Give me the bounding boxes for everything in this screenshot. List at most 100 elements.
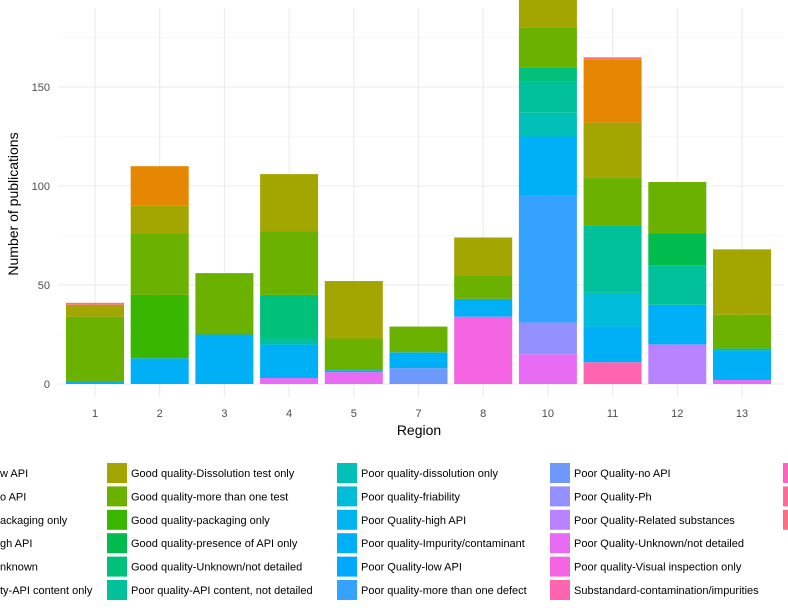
legend-item (783, 463, 788, 483)
legend-item: Poor quality-API content, not detailed (107, 580, 313, 600)
legend-key (107, 556, 127, 577)
bar-segment-substandard (583, 362, 642, 384)
legend-key (550, 533, 570, 554)
legend-label: Poor Quality-high API (361, 515, 466, 527)
bar-segment-moreThanOne (583, 178, 642, 226)
legend-item: Good quality-Unknown/not detailed (107, 556, 302, 577)
legend-label: w API (0, 468, 28, 480)
legend-label: Poor quality-API content, not detailed (131, 585, 313, 597)
legend-item: Poor Quality-low API (337, 556, 462, 577)
bar-segment-pqImpurity (518, 136, 577, 196)
bar-segment-unknownGood (518, 67, 577, 82)
bar-stack-region-7 (389, 326, 448, 384)
bar-stack-region-5 (324, 281, 383, 384)
legend-item (783, 486, 788, 507)
legend-key (783, 486, 788, 507)
legend-item: Substandard-contamination/impurities (550, 580, 759, 600)
legend-item: Good quality-more than one test (107, 486, 288, 507)
bar-segment-pqImpurity (454, 298, 513, 317)
bar-segment-pqUnknown (260, 378, 319, 384)
legend-label: o API (0, 491, 26, 503)
legend-key (337, 486, 357, 507)
legend-label: Poor Quality-low API (361, 562, 462, 574)
bar-segment-orange (130, 166, 189, 206)
bar-segment-pqNoApi (389, 368, 448, 384)
bar-stack-region-1 (66, 302, 124, 384)
bar-segment-dissolution (454, 237, 513, 276)
legend-label: ty-API content only (0, 585, 93, 597)
x-tick-label: 12 (671, 408, 683, 420)
bar-segment-dissolution (130, 205, 189, 234)
legend-label: nknown (0, 562, 38, 574)
bar-segment-dissolution (324, 281, 383, 339)
legend-key (337, 463, 357, 483)
bar-segment-pqImpurity (713, 350, 771, 381)
legend-key (783, 509, 788, 530)
legend-item: ty-API content only (0, 585, 93, 597)
x-tick-label: 7 (415, 408, 421, 420)
bar-segment-pqDissolution (518, 112, 577, 137)
bar-stack-region-8 (454, 237, 513, 384)
legend-label: ackaging only (0, 515, 68, 527)
legend-label: Poor quality-friability (361, 491, 461, 503)
legend-label: Poor quality-dissolution only (361, 468, 498, 480)
bar-segment-pqImpurity (66, 382, 124, 384)
bar-segment-dissolution (713, 249, 771, 315)
bar-segment-moreThanOne (260, 231, 319, 295)
x-axis-title: Region (397, 422, 441, 438)
bar-segment-dissolution (583, 122, 642, 179)
bar-segment-pqImpurity (583, 326, 642, 363)
legend-item: Poor Quality-Ph (550, 486, 652, 507)
bar-segment-moreThanOne (195, 273, 254, 335)
legend-label: Good quality-Unknown/not detailed (131, 562, 302, 574)
bar-stack-region-2 (130, 166, 189, 384)
bar-stack-region-11 (583, 57, 642, 384)
legend-label: Substandard-contamination/impurities (574, 585, 759, 597)
bar-segment-moreThanOne (454, 275, 513, 299)
bar-segment-pqUnknown (518, 354, 577, 384)
bar-segment-moreThanOne (648, 182, 707, 234)
x-tick-label: 1 (92, 408, 98, 420)
bar-segment-pqImpurity (324, 370, 383, 373)
x-tick-label: 2 (157, 408, 163, 420)
legend-key (337, 580, 357, 600)
bar-segment-red (66, 302, 124, 305)
legend-item: Poor Quality-Related substances (550, 509, 735, 530)
legend-key (337, 533, 357, 554)
legend-item: Poor Quality-high API (337, 509, 466, 530)
x-tick-label: 3 (221, 408, 227, 420)
bar-segment-pqFriability (583, 292, 642, 327)
legend-label: Poor quality-Impurity/contaminant (361, 538, 525, 550)
bar-segment-moreThanOne (713, 314, 771, 349)
legend-key (107, 533, 127, 554)
bar-segment-pqMore (518, 195, 577, 323)
bar-segment-pqPh (518, 322, 577, 355)
bar-segment-moreThanOne (66, 316, 124, 383)
bar-segment-unknownGood (713, 348, 771, 351)
y-tick-labels: 0 50 100 150 (32, 82, 50, 391)
y-tick-label: 50 (38, 280, 50, 292)
bar-stack-region-13 (713, 249, 771, 384)
legend-item: Poor quality-more than one defect (337, 580, 527, 600)
legend-label: Good quality-presence of API only (131, 538, 298, 550)
legend-key (550, 509, 570, 530)
bar-stack-region-12 (648, 182, 707, 384)
legend-item: gh API (0, 538, 32, 550)
x-tick-label: 5 (351, 408, 357, 420)
bar-segment-pqImpurity (130, 358, 189, 384)
legend-label: Good quality-Dissolution test only (131, 468, 295, 480)
legend-label: Poor Quality-Unknown/not detailed (574, 538, 744, 550)
legend-key (550, 486, 570, 507)
legend-key (550, 463, 570, 483)
bar-segment-apiContent (260, 338, 319, 345)
x-tick-label: 13 (736, 408, 748, 420)
legend-key (107, 509, 127, 530)
y-tick-label: 0 (44, 379, 50, 391)
bar-stack-region-3 (195, 273, 254, 384)
legend-label: Poor Quality-no API (574, 468, 671, 480)
bar-segment-pqUnknown (324, 372, 383, 384)
legend-key (783, 463, 788, 483)
legend-item: Poor quality-Impurity/contaminant (337, 533, 525, 554)
bar-segment-pqImpurity (260, 344, 319, 379)
